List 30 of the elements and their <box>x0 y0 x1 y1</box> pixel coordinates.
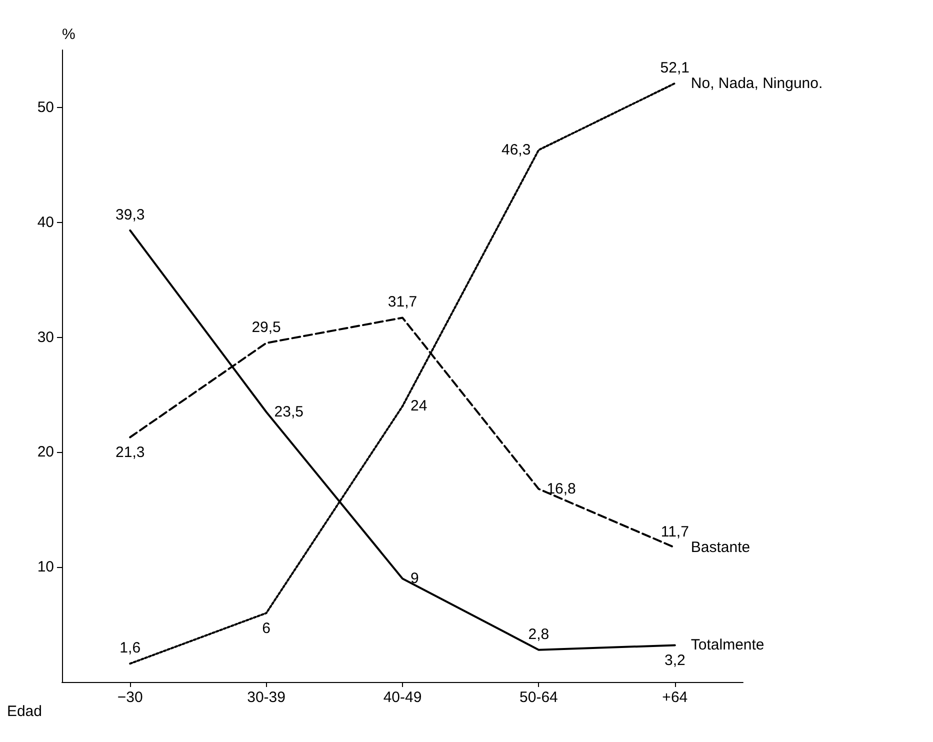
series-label: Bastante <box>690 539 750 556</box>
y-tick-label: 20 <box>37 444 54 461</box>
data-label: 11,7 <box>660 524 689 541</box>
x-tick-label: +64 <box>662 689 688 706</box>
series-label: No, Nada, Ninguno. <box>690 74 823 92</box>
data-label: 9 <box>410 570 419 588</box>
data-label: 46,3 <box>501 141 531 158</box>
data-label: 1,6 <box>120 640 141 657</box>
data-label: 6 <box>262 620 270 638</box>
data-label: 23,5 <box>274 403 304 420</box>
x-tick-label: 30-39 <box>247 689 286 706</box>
data-label: 52,1 <box>660 59 690 76</box>
data-label: 31,7 <box>388 294 418 311</box>
x-tick-label: −30 <box>117 689 143 706</box>
y-tick-label: 40 <box>37 214 54 231</box>
data-label: 3,2 <box>664 652 686 670</box>
data-label: 21,3 <box>116 444 145 462</box>
y-axis-title: % <box>62 26 76 43</box>
data-label: 24 <box>410 398 428 415</box>
x-axis-title: Edad <box>6 703 42 720</box>
data-label: 2,8 <box>528 626 550 643</box>
data-label: 29,5 <box>252 319 281 336</box>
data-label: 16,8 <box>546 480 576 498</box>
data-label: 39,3 <box>116 206 145 224</box>
x-tick-label: 40-49 <box>383 689 422 706</box>
y-tick-label: 50 <box>37 98 54 116</box>
x-tick-label: 50-64 <box>520 689 558 706</box>
y-tick-label: 30 <box>37 328 54 346</box>
y-tick-label: 10 <box>37 558 54 576</box>
series-label: Totalmente <box>690 636 764 654</box>
